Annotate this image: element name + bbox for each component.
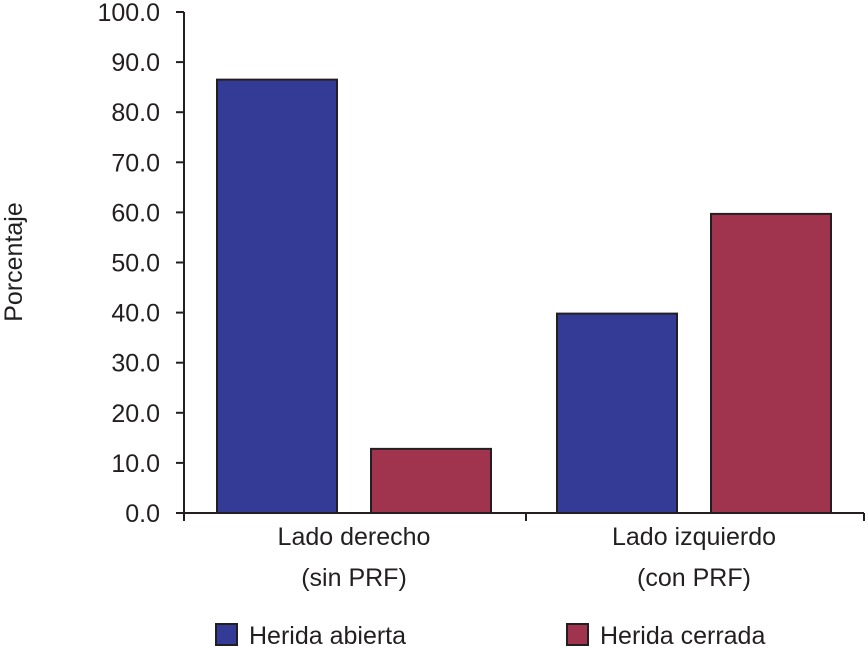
- y-tick-label: 0.0: [125, 500, 160, 528]
- x-category-label: Lado izquierdo: [612, 523, 776, 551]
- x-category-label: Lado derecho: [278, 523, 431, 551]
- y-tick-label: 30.0: [111, 350, 160, 378]
- legend-label: Herida cerrada: [600, 622, 765, 647]
- y-tick-label: 70.0: [111, 149, 160, 177]
- bar-herida-abierta-0: [216, 78, 338, 514]
- legend: Herida abierta Herida cerrada: [215, 622, 765, 647]
- bar-herida-cerrada-1: [710, 212, 832, 514]
- y-tick-label: 90.0: [111, 49, 160, 77]
- legend-swatch: [215, 623, 238, 646]
- y-axis: 0.0 10.0 20.0 30.0 40.0 50.0 60.0 70.0 80.0 90.0 1…: [97, 0, 185, 528]
- x-category-sublabel: (sin PRF): [301, 564, 407, 592]
- category-labels: Lado derecho (sin PRF) Lado izquierdo (con …: [278, 523, 776, 592]
- y-tick-label: 60.0: [111, 199, 160, 227]
- y-tick-label: 80.0: [111, 99, 160, 127]
- y-tick-label: 20.0: [111, 400, 160, 428]
- y-tick-label: 50.0: [111, 250, 160, 278]
- x-axis: [183, 512, 865, 521]
- y-tick-label: 100.0: [97, 0, 160, 27]
- x-category-sublabel: (con PRF): [637, 564, 751, 592]
- legend-label: Herida abierta: [249, 622, 406, 647]
- y-tick-label: 40.0: [111, 300, 160, 328]
- y-axis-label: Porcentaje: [0, 202, 28, 322]
- y-tick-label: 10.0: [111, 450, 160, 478]
- bar-herida-cerrada-0: [370, 447, 492, 515]
- bar-herida-abierta-1: [556, 312, 678, 514]
- legend-swatch: [566, 623, 589, 646]
- bars: [216, 78, 832, 515]
